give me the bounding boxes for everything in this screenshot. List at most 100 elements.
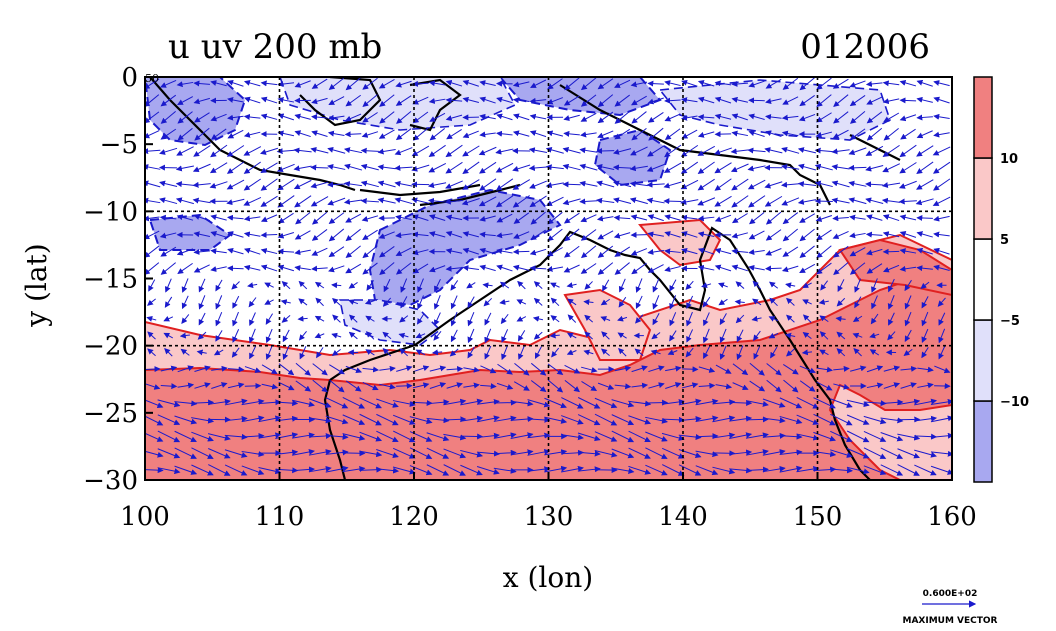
- wind-vector: [327, 146, 346, 154]
- wind-vector: [937, 297, 946, 307]
- wind-vector: [193, 231, 211, 238]
- wind-vector: [428, 163, 447, 173]
- wind-vector: [362, 381, 379, 391]
- wind-vector: [227, 97, 244, 103]
- wind-vector: [316, 347, 324, 359]
- wind-vector: [434, 278, 441, 293]
- wind-vector: [614, 383, 632, 390]
- wind-vector: [669, 312, 677, 327]
- wind-vector: [512, 179, 531, 190]
- wind-vector: [157, 399, 181, 408]
- wind-vector: [730, 163, 749, 173]
- wind-vector: [231, 347, 240, 358]
- wind-vector: [797, 147, 817, 154]
- wind-vector: [499, 281, 510, 289]
- wind-vector: [510, 432, 534, 439]
- colorbar: −10 −5 5 10: [973, 76, 1029, 483]
- wind-vector: [241, 415, 265, 423]
- wind-vector: [930, 398, 952, 405]
- colorbar-label-0: −10: [1000, 395, 1029, 410]
- wind-vector: [852, 315, 863, 323]
- wind-vector: [762, 398, 786, 408]
- wind-vector: [145, 399, 164, 409]
- wind-vector: [630, 146, 648, 156]
- wind-vector: [686, 329, 694, 343]
- wind-vector: [781, 265, 799, 273]
- wind-vector: [915, 198, 934, 206]
- wind-vector: [849, 214, 866, 221]
- wind-vector: [916, 231, 933, 238]
- wind-vector: [176, 214, 194, 221]
- wind-vector: [446, 382, 463, 389]
- wind-vector: [215, 295, 223, 310]
- wind-vector: [499, 298, 510, 305]
- wind-vector: [232, 329, 240, 343]
- wind-vector: [462, 247, 479, 255]
- wind-vector: [445, 265, 463, 272]
- wind-vector: [650, 349, 661, 356]
- wind-vector: [714, 96, 732, 104]
- wind-vector: [577, 466, 601, 473]
- wind-vector: [781, 114, 799, 121]
- contour-neg5-pacific: [658, 79, 891, 141]
- wind-vector: [164, 278, 172, 293]
- wind-vector: [816, 245, 832, 259]
- wind-vector: [462, 145, 480, 157]
- wind-vector: [192, 163, 211, 173]
- wind-vector: [880, 417, 904, 424]
- wind-vector: [412, 96, 429, 105]
- wind-vector: [460, 449, 484, 458]
- wind-vector: [192, 181, 211, 188]
- wind-vector: [480, 365, 497, 374]
- wind-vector: [736, 345, 744, 361]
- wind-vector: [533, 281, 543, 290]
- wind-vector: [882, 98, 900, 105]
- wind-vector: [863, 465, 887, 476]
- wind-vector: [291, 449, 315, 456]
- wind-vector: [449, 348, 459, 357]
- wind-vector: [914, 415, 938, 422]
- wind-vector: [865, 81, 883, 87]
- wind-vector: [428, 182, 447, 189]
- wind-vector: [898, 180, 917, 189]
- wind-vector: [731, 130, 749, 137]
- wind-vector: [145, 78, 160, 90]
- wind-vector: [460, 415, 484, 422]
- wind-vector: [799, 380, 816, 392]
- wind-vector: [562, 163, 581, 171]
- wind-vector: [580, 94, 597, 107]
- wind-vector: [160, 94, 177, 107]
- wind-vector: [645, 431, 668, 442]
- wind-vector: [329, 379, 345, 393]
- wind-vector: [749, 380, 766, 392]
- wind-vector: [678, 464, 702, 476]
- wind-vector: [681, 247, 698, 255]
- wind-vector: [295, 211, 311, 225]
- wind-vector: [365, 315, 375, 322]
- wind-vector: [614, 365, 632, 372]
- wind-vector: [342, 414, 366, 425]
- wind-vector: [664, 214, 681, 221]
- wind-vector: [483, 297, 493, 307]
- wind-vector: [930, 415, 952, 423]
- wind-vector: [359, 397, 382, 409]
- wind-vector: [871, 278, 878, 293]
- wind-vector: [729, 415, 753, 422]
- wind-vector: [712, 415, 736, 423]
- wind-vector: [516, 316, 527, 322]
- wind-vector: [751, 315, 762, 322]
- wind-vector: [226, 161, 245, 174]
- wind-vector: [933, 215, 950, 222]
- wind-vector: [917, 382, 934, 389]
- wind-vector: [392, 447, 416, 459]
- wind-vector: [517, 330, 526, 342]
- wind-vector: [799, 365, 816, 374]
- wind-vector: [580, 112, 597, 122]
- wind-vector: [433, 295, 441, 310]
- wind-vector: [261, 364, 278, 375]
- wind-vector: [529, 113, 547, 120]
- y-tick-label-0: 0: [121, 63, 138, 93]
- wind-vector: [563, 264, 580, 273]
- wind-vector: [478, 146, 497, 156]
- wind-vector: [479, 178, 497, 191]
